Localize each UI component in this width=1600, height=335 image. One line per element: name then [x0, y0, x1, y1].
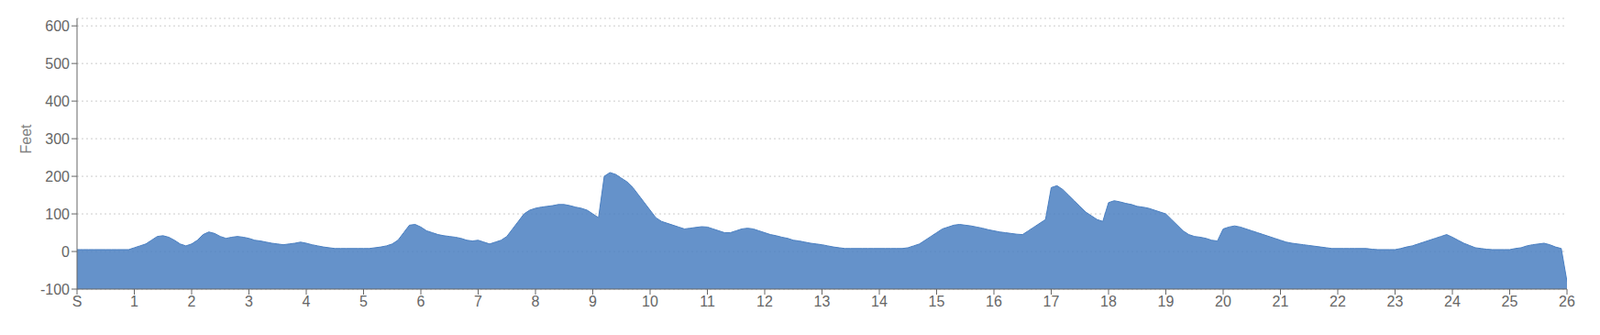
svg-text:18: 18	[1100, 293, 1117, 309]
svg-text:15: 15	[928, 293, 946, 309]
svg-text:5: 5	[359, 293, 368, 309]
svg-text:23: 23	[1387, 293, 1404, 309]
svg-text:24: 24	[1444, 293, 1461, 309]
svg-text:200: 200	[44, 168, 70, 185]
svg-text:500: 500	[44, 55, 70, 72]
svg-text:3: 3	[244, 293, 254, 309]
svg-text:600: 600	[44, 18, 70, 34]
svg-text:7: 7	[474, 293, 483, 309]
svg-text:400: 400	[44, 93, 70, 110]
svg-text:4: 4	[302, 293, 311, 309]
svg-text:19: 19	[1158, 293, 1175, 309]
svg-text:9: 9	[588, 293, 597, 309]
svg-text:22: 22	[1329, 293, 1347, 309]
svg-text:14: 14	[871, 293, 888, 309]
svg-text:16: 16	[985, 293, 1003, 309]
svg-text:11: 11	[699, 293, 716, 309]
svg-text:20: 20	[1214, 293, 1232, 309]
svg-text:13: 13	[814, 293, 831, 309]
svg-text:26: 26	[1558, 293, 1576, 309]
svg-text:17: 17	[1043, 293, 1060, 309]
svg-text:100: 100	[44, 206, 70, 222]
svg-text:2: 2	[187, 293, 197, 309]
svg-text:21: 21	[1272, 293, 1290, 309]
svg-text:S: S	[72, 293, 83, 309]
svg-text:12: 12	[756, 293, 773, 309]
svg-text:1: 1	[130, 293, 139, 309]
svg-text:10: 10	[641, 293, 659, 309]
svg-text:Feet: Feet	[18, 123, 34, 155]
svg-text:8: 8	[531, 293, 541, 309]
svg-text:-100: -100	[40, 281, 70, 298]
svg-text:6: 6	[417, 293, 426, 309]
svg-text:300: 300	[44, 131, 70, 147]
svg-text:0: 0	[61, 243, 70, 260]
svg-text:25: 25	[1501, 293, 1519, 309]
